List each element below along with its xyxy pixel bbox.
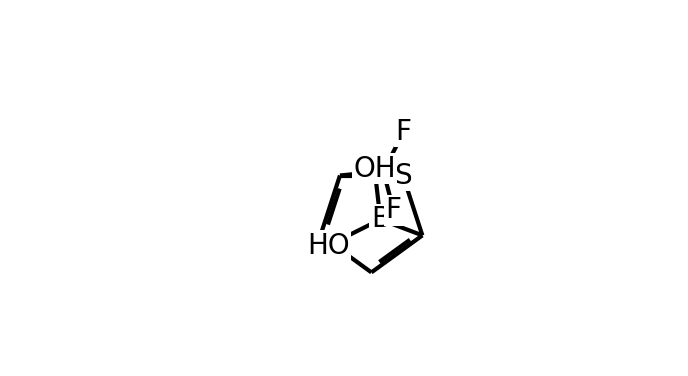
Text: B: B <box>371 205 390 233</box>
Text: F: F <box>396 118 411 146</box>
Text: S: S <box>394 162 411 190</box>
Text: HO: HO <box>307 232 350 259</box>
Text: F: F <box>385 196 402 224</box>
Text: OH: OH <box>353 155 396 183</box>
